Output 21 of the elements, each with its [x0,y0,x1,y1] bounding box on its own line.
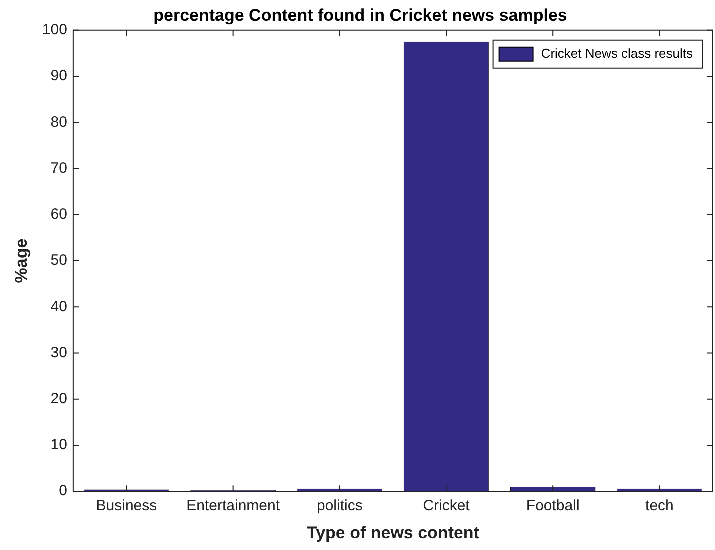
y-tick-label: 80 [50,114,68,131]
x-tick-label: Football [526,498,580,515]
chart-title: percentage Content found in Cricket news samples [154,6,568,25]
x-tick-label: Entertainment [186,498,281,515]
y-tick-label: 30 [50,344,68,362]
y-tick-label: 0 [59,482,68,500]
y-tick-label: 20 [50,390,68,408]
y-tick-label: 70 [50,160,68,177]
legend-label: Cricket News class results [541,46,694,61]
y-tick-label: 50 [50,252,68,270]
x-tick-label: tech [646,498,674,515]
x-tick-label: Business [96,498,158,515]
y-tick-label: 60 [50,206,68,224]
x-tick-label: Cricket [423,498,471,515]
y-tick-label: 90 [50,68,68,85]
x-axis-title: Type of news content [306,523,480,542]
x-tick-label: politics [316,498,363,515]
y-axis-title: %age [12,238,31,284]
y-tick-label: 100 [42,22,68,39]
y-tick-label: 40 [50,298,68,316]
y-tick-label: 10 [50,436,68,454]
